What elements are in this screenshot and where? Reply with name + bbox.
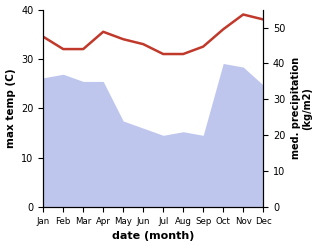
Y-axis label: max temp (C): max temp (C) [5,69,16,148]
X-axis label: date (month): date (month) [112,231,194,242]
Y-axis label: med. precipitation
(kg/m2): med. precipitation (kg/m2) [291,57,313,159]
